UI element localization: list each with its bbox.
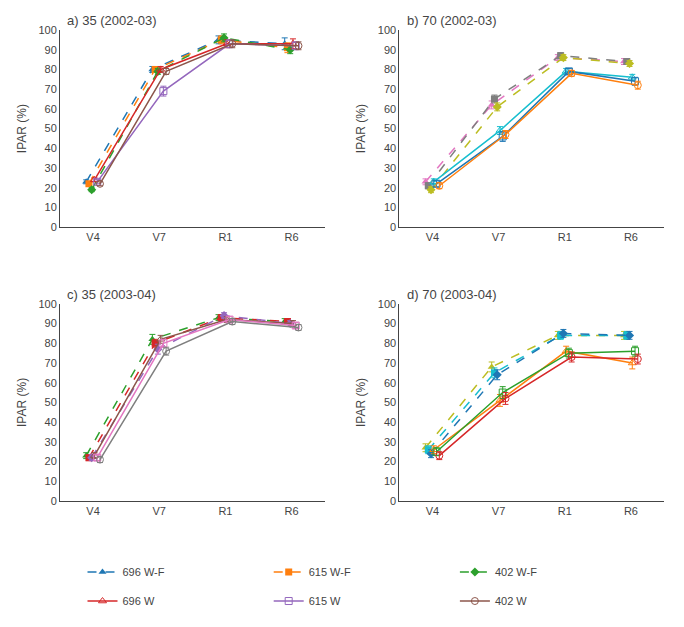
svg-text:696 W: 696 W	[123, 595, 155, 607]
svg-text:0: 0	[390, 221, 396, 233]
svg-text:696 W-F: 696 W-F	[123, 566, 165, 578]
svg-text:30: 30	[45, 436, 57, 448]
svg-text:IPAR (%): IPAR (%)	[354, 378, 368, 427]
svg-text:10: 10	[384, 201, 396, 213]
svg-text:100: 100	[38, 298, 56, 310]
svg-text:70: 70	[384, 357, 396, 369]
svg-text:V4: V4	[86, 231, 99, 243]
svg-text:40: 40	[45, 416, 57, 428]
svg-text:R1: R1	[558, 231, 572, 243]
svg-text:V4: V4	[426, 505, 439, 517]
svg-text:70: 70	[384, 83, 396, 95]
svg-text:80: 80	[45, 63, 57, 75]
svg-text:d) 70 (2003-04): d) 70 (2003-04)	[407, 287, 497, 302]
svg-text:R6: R6	[624, 231, 638, 243]
svg-text:60: 60	[384, 377, 396, 389]
svg-text:70: 70	[45, 357, 57, 369]
svg-text:50: 50	[45, 122, 57, 134]
svg-text:40: 40	[45, 142, 57, 154]
svg-text:V7: V7	[492, 505, 505, 517]
svg-text:402 W: 402 W	[495, 595, 527, 607]
svg-text:10: 10	[384, 475, 396, 487]
svg-text:615 W-F: 615 W-F	[309, 566, 351, 578]
svg-text:60: 60	[384, 103, 396, 115]
svg-text:90: 90	[45, 44, 57, 56]
svg-text:100: 100	[38, 24, 56, 36]
svg-text:R6: R6	[285, 231, 299, 243]
svg-text:R1: R1	[218, 505, 232, 517]
svg-text:50: 50	[384, 122, 396, 134]
svg-text:V4: V4	[86, 505, 99, 517]
svg-text:50: 50	[384, 396, 396, 408]
svg-text:40: 40	[384, 416, 396, 428]
svg-text:20: 20	[45, 455, 57, 467]
svg-text:20: 20	[384, 182, 396, 194]
svg-text:90: 90	[384, 44, 396, 56]
svg-text:60: 60	[45, 377, 57, 389]
svg-text:V7: V7	[153, 505, 166, 517]
svg-text:IPAR (%): IPAR (%)	[354, 104, 368, 153]
svg-text:10: 10	[45, 475, 57, 487]
svg-text:30: 30	[384, 436, 396, 448]
svg-text:IPAR (%): IPAR (%)	[15, 378, 29, 427]
svg-text:a) 35 (2002-03): a) 35 (2002-03)	[67, 13, 157, 28]
svg-text:80: 80	[384, 63, 396, 75]
svg-text:V4: V4	[426, 231, 439, 243]
svg-text:0: 0	[390, 495, 396, 507]
svg-text:80: 80	[384, 337, 396, 349]
svg-text:R6: R6	[285, 505, 299, 517]
svg-text:80: 80	[45, 337, 57, 349]
svg-text:30: 30	[384, 162, 396, 174]
svg-text:70: 70	[45, 83, 57, 95]
svg-text:402 W-F: 402 W-F	[495, 566, 537, 578]
svg-text:90: 90	[45, 317, 57, 329]
svg-text:V7: V7	[492, 231, 505, 243]
svg-text:100: 100	[378, 24, 396, 36]
svg-text:60: 60	[45, 103, 57, 115]
svg-text:50: 50	[45, 396, 57, 408]
svg-text:0: 0	[51, 221, 57, 233]
svg-text:20: 20	[45, 182, 57, 194]
svg-text:0: 0	[51, 495, 57, 507]
svg-text:100: 100	[378, 298, 396, 310]
svg-text:10: 10	[45, 201, 57, 213]
svg-text:V7: V7	[153, 231, 166, 243]
svg-text:90: 90	[384, 317, 396, 329]
svg-text:IPAR (%): IPAR (%)	[15, 104, 29, 153]
svg-text:b) 70 (2002-03): b) 70 (2002-03)	[407, 13, 497, 28]
svg-text:R1: R1	[218, 231, 232, 243]
svg-text:40: 40	[384, 142, 396, 154]
svg-text:R6: R6	[624, 505, 638, 517]
svg-text:615 W: 615 W	[309, 595, 341, 607]
svg-text:20: 20	[384, 455, 396, 467]
svg-text:R1: R1	[558, 505, 572, 517]
svg-text:c) 35 (2003-04): c) 35 (2003-04)	[67, 287, 156, 302]
svg-text:30: 30	[45, 162, 57, 174]
